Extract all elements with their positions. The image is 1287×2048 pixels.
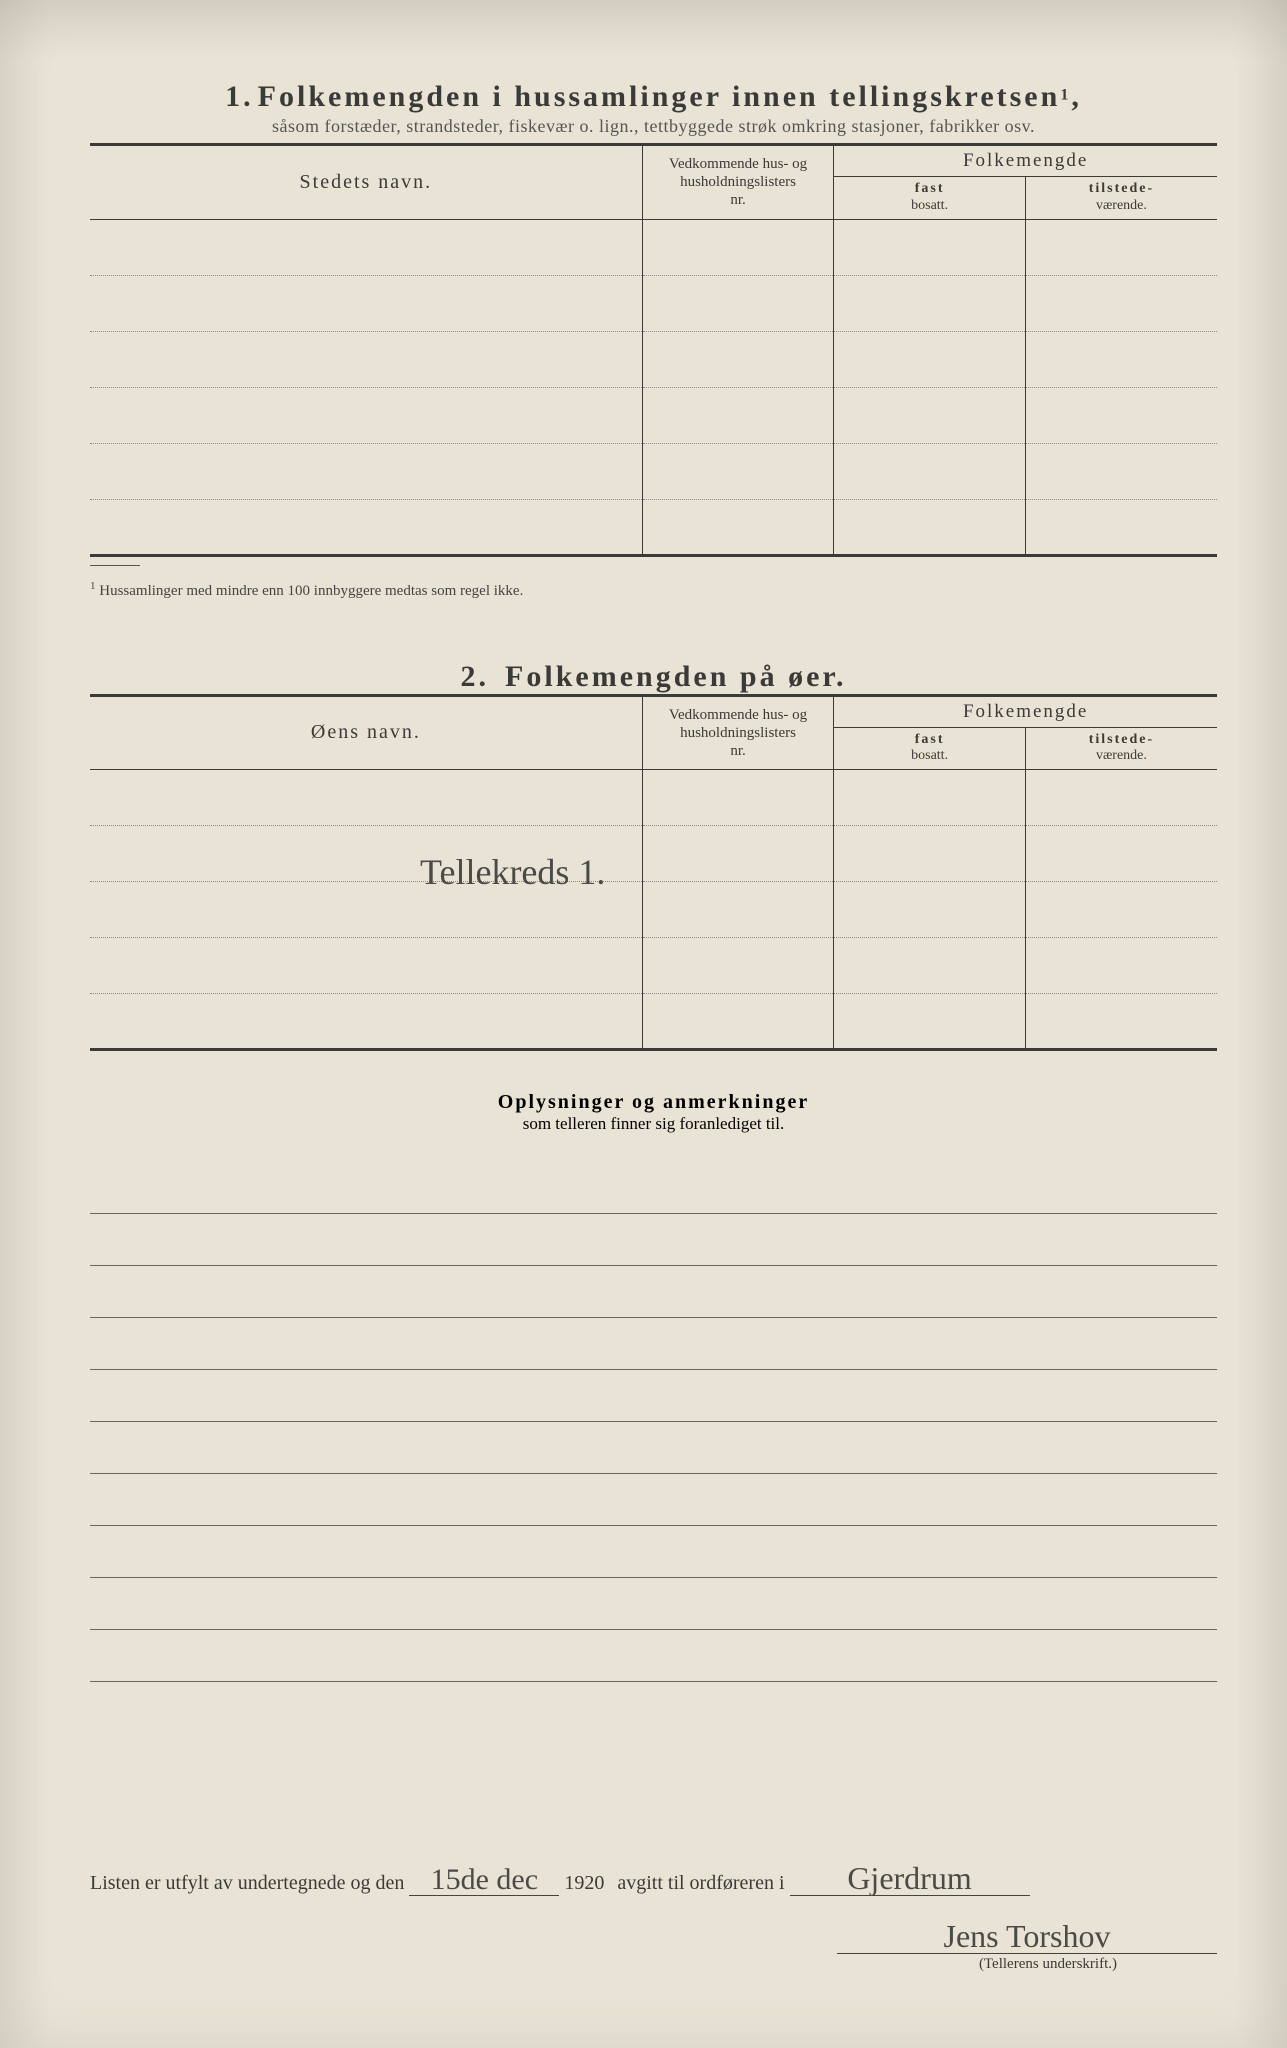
table-row xyxy=(90,387,1217,443)
remarks-subtitle: som telleren finner sig foranlediget til… xyxy=(90,1114,1217,1134)
census-form-page: 1. Folkemengden i hussamlinger innen tel… xyxy=(0,0,1287,2048)
ruled-line xyxy=(90,1318,1217,1370)
ruled-line xyxy=(90,1370,1217,1422)
table1-body xyxy=(90,219,1217,555)
table-row xyxy=(90,994,1217,1050)
footnote: 1 Hussamlinger med mindre enn 100 innbyg… xyxy=(90,580,1217,600)
ruled-line xyxy=(90,1214,1217,1266)
col-header-tilstede-2: tilstede- værende. xyxy=(1025,727,1217,770)
col-header-fast-bosatt-2: fast bosatt. xyxy=(834,727,1026,770)
table-row xyxy=(90,826,1217,882)
col-header-folkemengde-2: Folkemengde xyxy=(834,695,1217,727)
col-header-tilstede: tilstede- værende. xyxy=(1025,177,1217,220)
section2-number: 2. xyxy=(461,660,490,693)
remarks-title: Oplysninger og anmerkninger xyxy=(90,1091,1217,1114)
section1-subtitle: såsom forstæder, strandsteder, fiskevær … xyxy=(90,116,1217,137)
col-header-listers-nr: Vedkommende hus- og husholdningslisters … xyxy=(642,145,834,220)
table-row xyxy=(90,443,1217,499)
ruled-line xyxy=(90,1578,1217,1630)
ruled-line xyxy=(90,1266,1217,1318)
remarks-heading: Oplysninger og anmerkninger som telleren… xyxy=(90,1091,1217,1134)
section2-heading: 2. Folkemengden på øer. xyxy=(90,660,1217,694)
table-hussamlinger: Stedets navn. Vedkommende hus- og hushol… xyxy=(90,143,1217,557)
remarks-lines xyxy=(90,1162,1217,1682)
handwritten-signature: Jens Torshov xyxy=(944,1918,1111,1954)
table-row xyxy=(90,275,1217,331)
col-header-stedets-navn: Stedets navn. xyxy=(90,145,642,220)
table-row xyxy=(90,331,1217,387)
table-row xyxy=(90,499,1217,555)
handwritten-date: 15de dec xyxy=(431,1863,538,1896)
col-header-fast-bosatt: fast bosatt. xyxy=(834,177,1026,220)
footer: Listen er utfylt av undertegnede og den … xyxy=(90,1862,1217,1973)
ruled-line xyxy=(90,1526,1217,1578)
footer-place-fill: Gjerdrum xyxy=(790,1862,1030,1896)
footnote-rule xyxy=(90,565,140,566)
col-header-listers-nr-2: Vedkommende hus- og husholdningslisters … xyxy=(642,695,834,770)
col-header-oens-navn: Øens navn. xyxy=(90,695,642,770)
section1-title-sup: 1 xyxy=(1060,87,1071,104)
footer-mid: avgitt til ordføreren i xyxy=(617,1872,784,1894)
ruled-line xyxy=(90,1474,1217,1526)
section1-number: 1. xyxy=(225,80,254,113)
table-row xyxy=(90,770,1217,826)
ruled-line xyxy=(90,1422,1217,1474)
signature-line: Jens Torshov xyxy=(90,1920,1217,1954)
table-oer: Øens navn. Vedkommende hus- og husholdni… xyxy=(90,694,1217,1052)
footer-prefix: Listen er utfylt av undertegnede og den xyxy=(90,1872,404,1894)
signature-caption: (Tellerens underskrift.) xyxy=(90,1956,1217,1973)
ruled-line xyxy=(90,1162,1217,1214)
footer-year: 1920 xyxy=(564,1872,604,1894)
handwritten-place: Gjerdrum xyxy=(847,1860,971,1896)
section1-title: Folkemengden i hussamlinger innen tellin… xyxy=(258,80,1061,113)
table-row xyxy=(90,219,1217,275)
footer-date-fill: 15de dec xyxy=(409,1865,559,1896)
table2-body xyxy=(90,770,1217,1050)
table-row xyxy=(90,938,1217,994)
section1-heading: 1. Folkemengden i hussamlinger innen tel… xyxy=(90,80,1217,137)
col-header-folkemengde: Folkemengde xyxy=(834,145,1217,177)
table-row xyxy=(90,882,1217,938)
ruled-line xyxy=(90,1630,1217,1682)
section2-title: Folkemengden på øer. xyxy=(505,660,846,693)
